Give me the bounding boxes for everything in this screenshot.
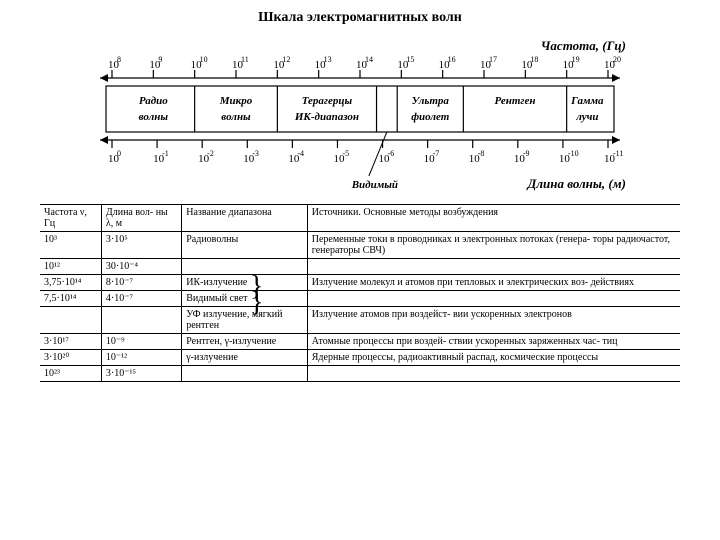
svg-text:Ультра: Ультра <box>412 95 450 107</box>
table-row: 7,5·10¹⁴4·10⁻⁷Видимый свет } <box>40 291 680 307</box>
svg-text:17: 17 <box>489 55 497 64</box>
table-row: 3·10¹⁷10⁻⁹Рентген, γ-излучениеАтомные пр… <box>40 334 680 350</box>
svg-text:Радио: Радио <box>139 95 168 107</box>
svg-text:-5: -5 <box>342 149 349 158</box>
svg-text:19: 19 <box>572 55 580 64</box>
svg-text:18: 18 <box>530 55 538 64</box>
svg-text:-1: -1 <box>162 149 169 158</box>
svg-text:-11: -11 <box>613 149 623 158</box>
svg-text:-9: -9 <box>523 149 530 158</box>
svg-text:11: 11 <box>241 55 249 64</box>
svg-text:фиолет: фиолет <box>411 111 450 123</box>
col-header: Частота ν, Гц <box>40 205 101 232</box>
svg-text:лучи: лучи <box>575 111 598 123</box>
svg-text:Рентген: Рентген <box>495 95 536 107</box>
col-header: Название диапазона <box>182 205 308 232</box>
svg-text:волны: волны <box>139 111 169 123</box>
svg-text:Длина волны, (м): Длина волны, (м) <box>526 176 626 191</box>
svg-text:10: 10 <box>200 55 208 64</box>
svg-text:-3: -3 <box>252 149 259 158</box>
svg-text:Гамма: Гамма <box>570 95 604 107</box>
table-row: 3·10²⁰10⁻¹²γ-излучениеЯдерные процессы, … <box>40 350 680 366</box>
svg-text:8: 8 <box>117 55 121 64</box>
svg-text:-2: -2 <box>207 149 214 158</box>
svg-text:Микро: Микро <box>219 95 253 107</box>
svg-text:волны: волны <box>221 111 251 123</box>
svg-text:13: 13 <box>324 55 332 64</box>
svg-text:-4: -4 <box>297 149 304 158</box>
data-table: Частота ν, ГцДлина вол- ны λ, мНазвание … <box>40 204 680 382</box>
svg-text:20: 20 <box>613 55 621 64</box>
svg-text:Терагерцы: Терагерцы <box>302 95 353 107</box>
svg-text:ИК-диапазон: ИК-диапазон <box>294 111 359 123</box>
table-row: УФ излучение, мягкий рентгенИзлучение ат… <box>40 307 680 334</box>
svg-text:-8: -8 <box>478 149 485 158</box>
svg-text:Видимый: Видимый <box>351 179 398 191</box>
svg-text:15: 15 <box>406 55 414 64</box>
table-row: 10³3·10⁵РадиоволныПеременные токи в пров… <box>40 232 680 259</box>
svg-text:14: 14 <box>365 55 373 64</box>
table-row: 10¹²30·10⁻⁴ <box>40 259 680 275</box>
page-title: Шкала электромагнитных волн <box>8 10 712 26</box>
table-row: 10²³3·10⁻¹⁵ <box>40 366 680 382</box>
svg-text:16: 16 <box>448 55 456 64</box>
svg-text:12: 12 <box>282 55 290 64</box>
table-row: 3,75·10¹⁴8·10⁻⁷ИК-излучение }Излучение м… <box>40 275 680 291</box>
em-scale-diagram: Частота, (Гц)Длина волны, (м)10810910101… <box>90 34 630 194</box>
svg-text:-6: -6 <box>388 149 395 158</box>
svg-text:0: 0 <box>117 149 121 158</box>
scale-svg: Частота, (Гц)Длина волны, (м)10810910101… <box>90 34 630 194</box>
svg-text:-10: -10 <box>568 149 579 158</box>
svg-text:Частота, (Гц): Частота, (Гц) <box>541 38 626 53</box>
svg-text:9: 9 <box>158 55 162 64</box>
col-header: Источники. Основные методы возбуждения <box>307 205 680 232</box>
svg-text:-7: -7 <box>433 149 440 158</box>
col-header: Длина вол- ны λ, м <box>101 205 181 232</box>
